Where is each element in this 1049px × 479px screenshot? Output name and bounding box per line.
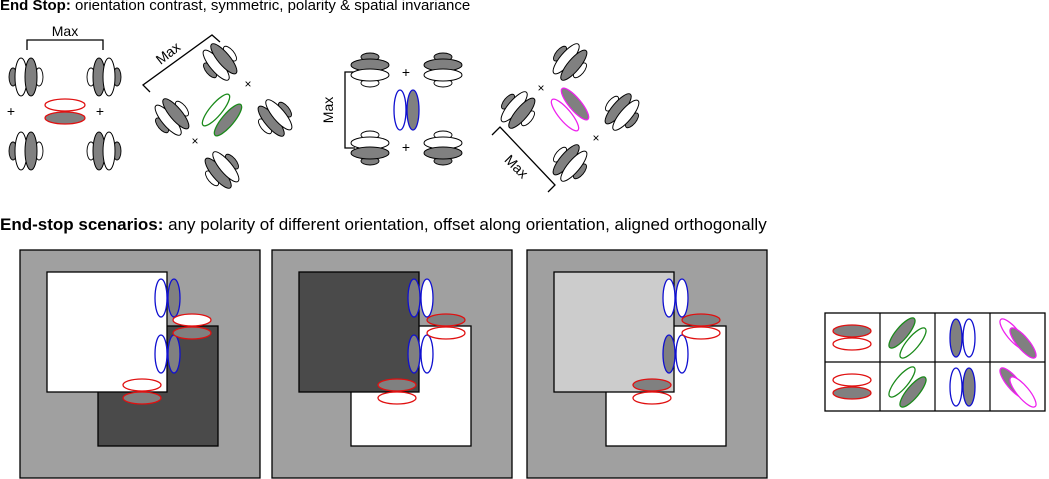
- scenario-panel-3: [526, 249, 768, 479]
- plus-sign: +: [7, 103, 15, 119]
- ellipse-red-dark: [632, 378, 672, 392]
- ellipse-green-dark: [213, 103, 243, 137]
- gabor-filter: [196, 144, 248, 196]
- gabor-filter: [86, 131, 122, 171]
- square-dark: [298, 271, 420, 393]
- section-title-bold: End Stop:: [0, 0, 71, 14]
- plus-sign: +: [402, 139, 410, 155]
- gabor-filter: [146, 91, 198, 143]
- times-sign: ×: [537, 81, 544, 95]
- ellipse-blue-dark: [662, 334, 676, 374]
- gabor-filter: [350, 52, 390, 88]
- gabor-filter: [8, 57, 44, 97]
- ellipse-blue-dark: [407, 278, 421, 318]
- max-label: Max: [153, 39, 184, 68]
- ellipse-blue-dark: [167, 334, 181, 374]
- legend-magenta-light: [1009, 376, 1037, 408]
- max-bracket: [344, 71, 355, 149]
- ellipse-red-dark: [377, 378, 417, 392]
- ellipse-red-dark: [172, 326, 212, 340]
- legend-red-dark: [832, 324, 872, 338]
- max-bracket: [142, 34, 221, 93]
- ellipse-blue-dark: [406, 89, 420, 131]
- ellipse-red-light: [681, 326, 721, 340]
- ellipse-blue-light: [154, 334, 168, 374]
- ellipse-red-dark: [122, 391, 162, 405]
- plus-sign: +: [402, 64, 410, 80]
- gabor-filter: [596, 86, 648, 138]
- max-bracket: [26, 39, 104, 50]
- ellipse-blue-light: [420, 278, 434, 318]
- legend-blue-light: [949, 367, 963, 407]
- gabor-filter: [8, 131, 44, 171]
- section-title-rest: orientation contrast, symmetric, polarit…: [70, 0, 471, 14]
- gabor-filter: [249, 92, 301, 144]
- legend-green-light: [888, 366, 916, 398]
- plus-sign: +: [96, 103, 104, 119]
- max-label: Max: [52, 23, 78, 39]
- legend-blue-light: [962, 318, 976, 358]
- ellipse-red-light: [172, 313, 212, 327]
- filter-group-diagonal-magenta: Max × ×: [491, 36, 648, 193]
- scenario-panel-2: [271, 249, 513, 479]
- legend-green-dark: [899, 376, 927, 408]
- ellipse-red-light: [44, 98, 86, 112]
- gabor-filter: [194, 36, 246, 88]
- ellipse-blue-light: [675, 334, 689, 374]
- ellipse-blue-light: [393, 89, 407, 131]
- gabor-filter: [544, 36, 596, 88]
- ellipse-magenta-dark: [560, 87, 590, 121]
- square-light-gray: [553, 271, 675, 393]
- section-title-scenarios: End-stop scenarios: any polarity of diff…: [0, 215, 767, 235]
- max-bracket: [491, 126, 556, 193]
- ellipse-red-light: [122, 378, 162, 392]
- filter-group-horizontal-pairs: Max + +: [320, 52, 463, 166]
- times-sign: ×: [191, 134, 198, 148]
- ellipse-magenta-light: [550, 98, 580, 132]
- ellipse-blue-dark: [407, 334, 421, 374]
- legend-blue-dark: [962, 367, 976, 407]
- times-sign: ×: [244, 77, 251, 91]
- polarity-legend-grid: [824, 312, 1046, 412]
- legend-red-light: [832, 373, 872, 387]
- ellipse-red-dark: [44, 111, 86, 125]
- gabor-filter: [423, 130, 463, 166]
- gabor-filter: [544, 137, 596, 189]
- scenario-panel-1: [19, 249, 261, 479]
- section-title-end-stop: End Stop: orientation contrast, symmetri…: [0, 0, 470, 14]
- ellipse-red-dark: [681, 313, 721, 327]
- ellipse-red-dark: [426, 313, 466, 327]
- legend-green-dark: [888, 317, 916, 349]
- ellipse-blue-light: [420, 334, 434, 374]
- legend-red-light: [832, 337, 872, 351]
- gabor-filter: [423, 52, 463, 88]
- section-title-bold: End-stop scenarios:: [0, 215, 164, 234]
- ellipse-red-light: [632, 391, 672, 405]
- ellipse-green-light: [201, 93, 231, 127]
- ellipse-red-light: [377, 391, 417, 405]
- max-label: Max: [320, 97, 336, 123]
- legend-blue-dark: [949, 318, 963, 358]
- ellipse-blue-light: [675, 278, 689, 318]
- legend-magenta-dark: [1009, 327, 1037, 359]
- legend-green-light: [899, 327, 927, 359]
- gabor-filter: [350, 130, 390, 166]
- gabor-filter: [86, 57, 122, 97]
- filter-group-diagonal-green: Max × ×: [142, 34, 301, 196]
- ellipse-blue-light: [662, 278, 676, 318]
- ellipse-blue-light: [154, 278, 168, 318]
- times-sign: ×: [592, 131, 599, 145]
- ellipse-blue-dark: [167, 278, 181, 318]
- legend-red-dark: [832, 386, 872, 400]
- filter-group-vertical-pairs: Max + +: [7, 23, 122, 171]
- square-white: [46, 271, 168, 393]
- section-title-rest: any polarity of different orientation, o…: [163, 215, 767, 234]
- ellipse-red-light: [426, 326, 466, 340]
